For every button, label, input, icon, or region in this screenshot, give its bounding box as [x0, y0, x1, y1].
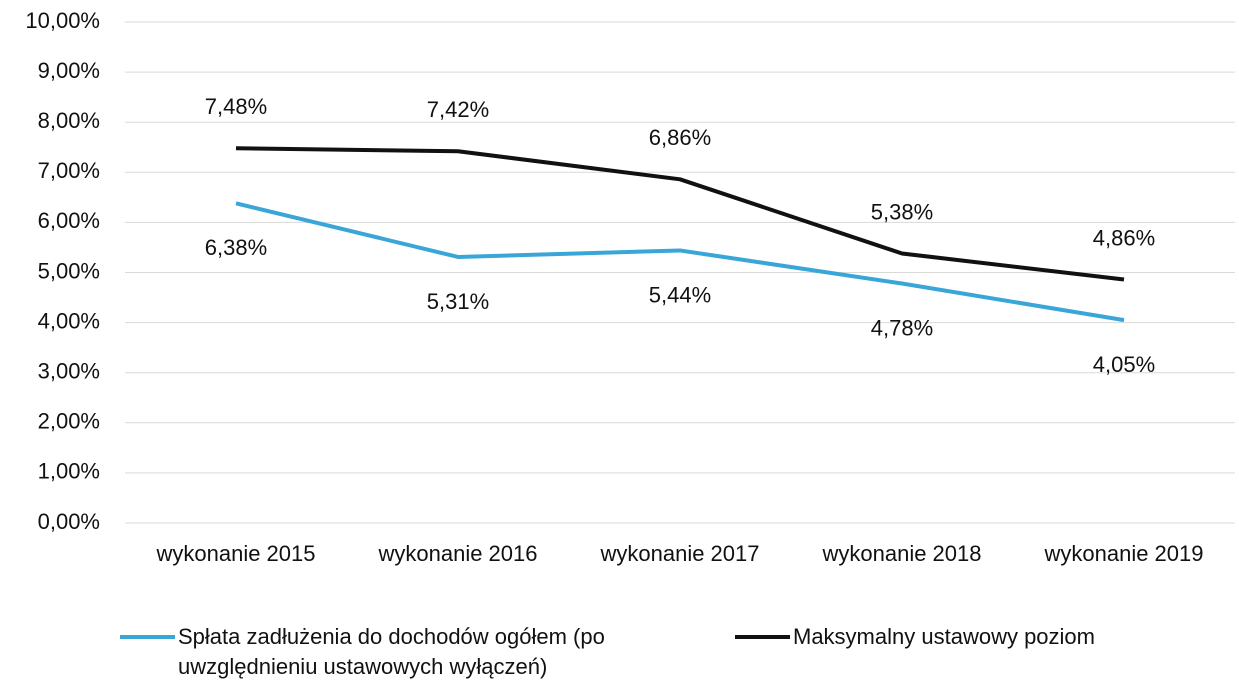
- legend-label: Spłata zadłużenia do dochodów ogółem (po…: [178, 624, 605, 679]
- x-tick-label: wykonanie 2015: [156, 541, 316, 566]
- y-tick-label: 7,00%: [38, 158, 100, 183]
- y-tick-label: 8,00%: [38, 108, 100, 133]
- y-tick-label: 4,00%: [38, 308, 100, 333]
- x-tick-label: wykonanie 2018: [822, 541, 982, 566]
- y-tick-label: 9,00%: [38, 58, 100, 83]
- data-label: 7,42%: [427, 97, 489, 122]
- y-tick-label: 2,00%: [38, 409, 100, 434]
- x-tick-label: wykonanie 2017: [600, 541, 760, 566]
- series-line: [235, 146, 1125, 282]
- x-tick-label: wykonanie 2016: [378, 541, 538, 566]
- data-label: 4,86%: [1093, 225, 1155, 250]
- data-label: 4,78%: [871, 315, 933, 340]
- y-tick-label: 10,00%: [25, 8, 100, 33]
- y-tick-label: 1,00%: [38, 459, 100, 484]
- data-label: 6,86%: [649, 125, 711, 150]
- data-label: 5,44%: [649, 282, 711, 307]
- y-tick-label: 3,00%: [38, 359, 100, 384]
- y-tick-label: 0,00%: [38, 509, 100, 534]
- data-label: 5,31%: [427, 289, 489, 314]
- data-label: 5,38%: [871, 199, 933, 224]
- y-tick-label: 5,00%: [38, 258, 100, 283]
- data-label: 4,05%: [1093, 352, 1155, 377]
- legend-label: Maksymalny ustawowy poziom: [793, 624, 1095, 649]
- series-line: [235, 201, 1125, 323]
- y-tick-label: 6,00%: [38, 208, 100, 233]
- x-tick-label: wykonanie 2019: [1044, 541, 1204, 566]
- data-label: 7,48%: [205, 94, 267, 119]
- data-label: 6,38%: [205, 235, 267, 260]
